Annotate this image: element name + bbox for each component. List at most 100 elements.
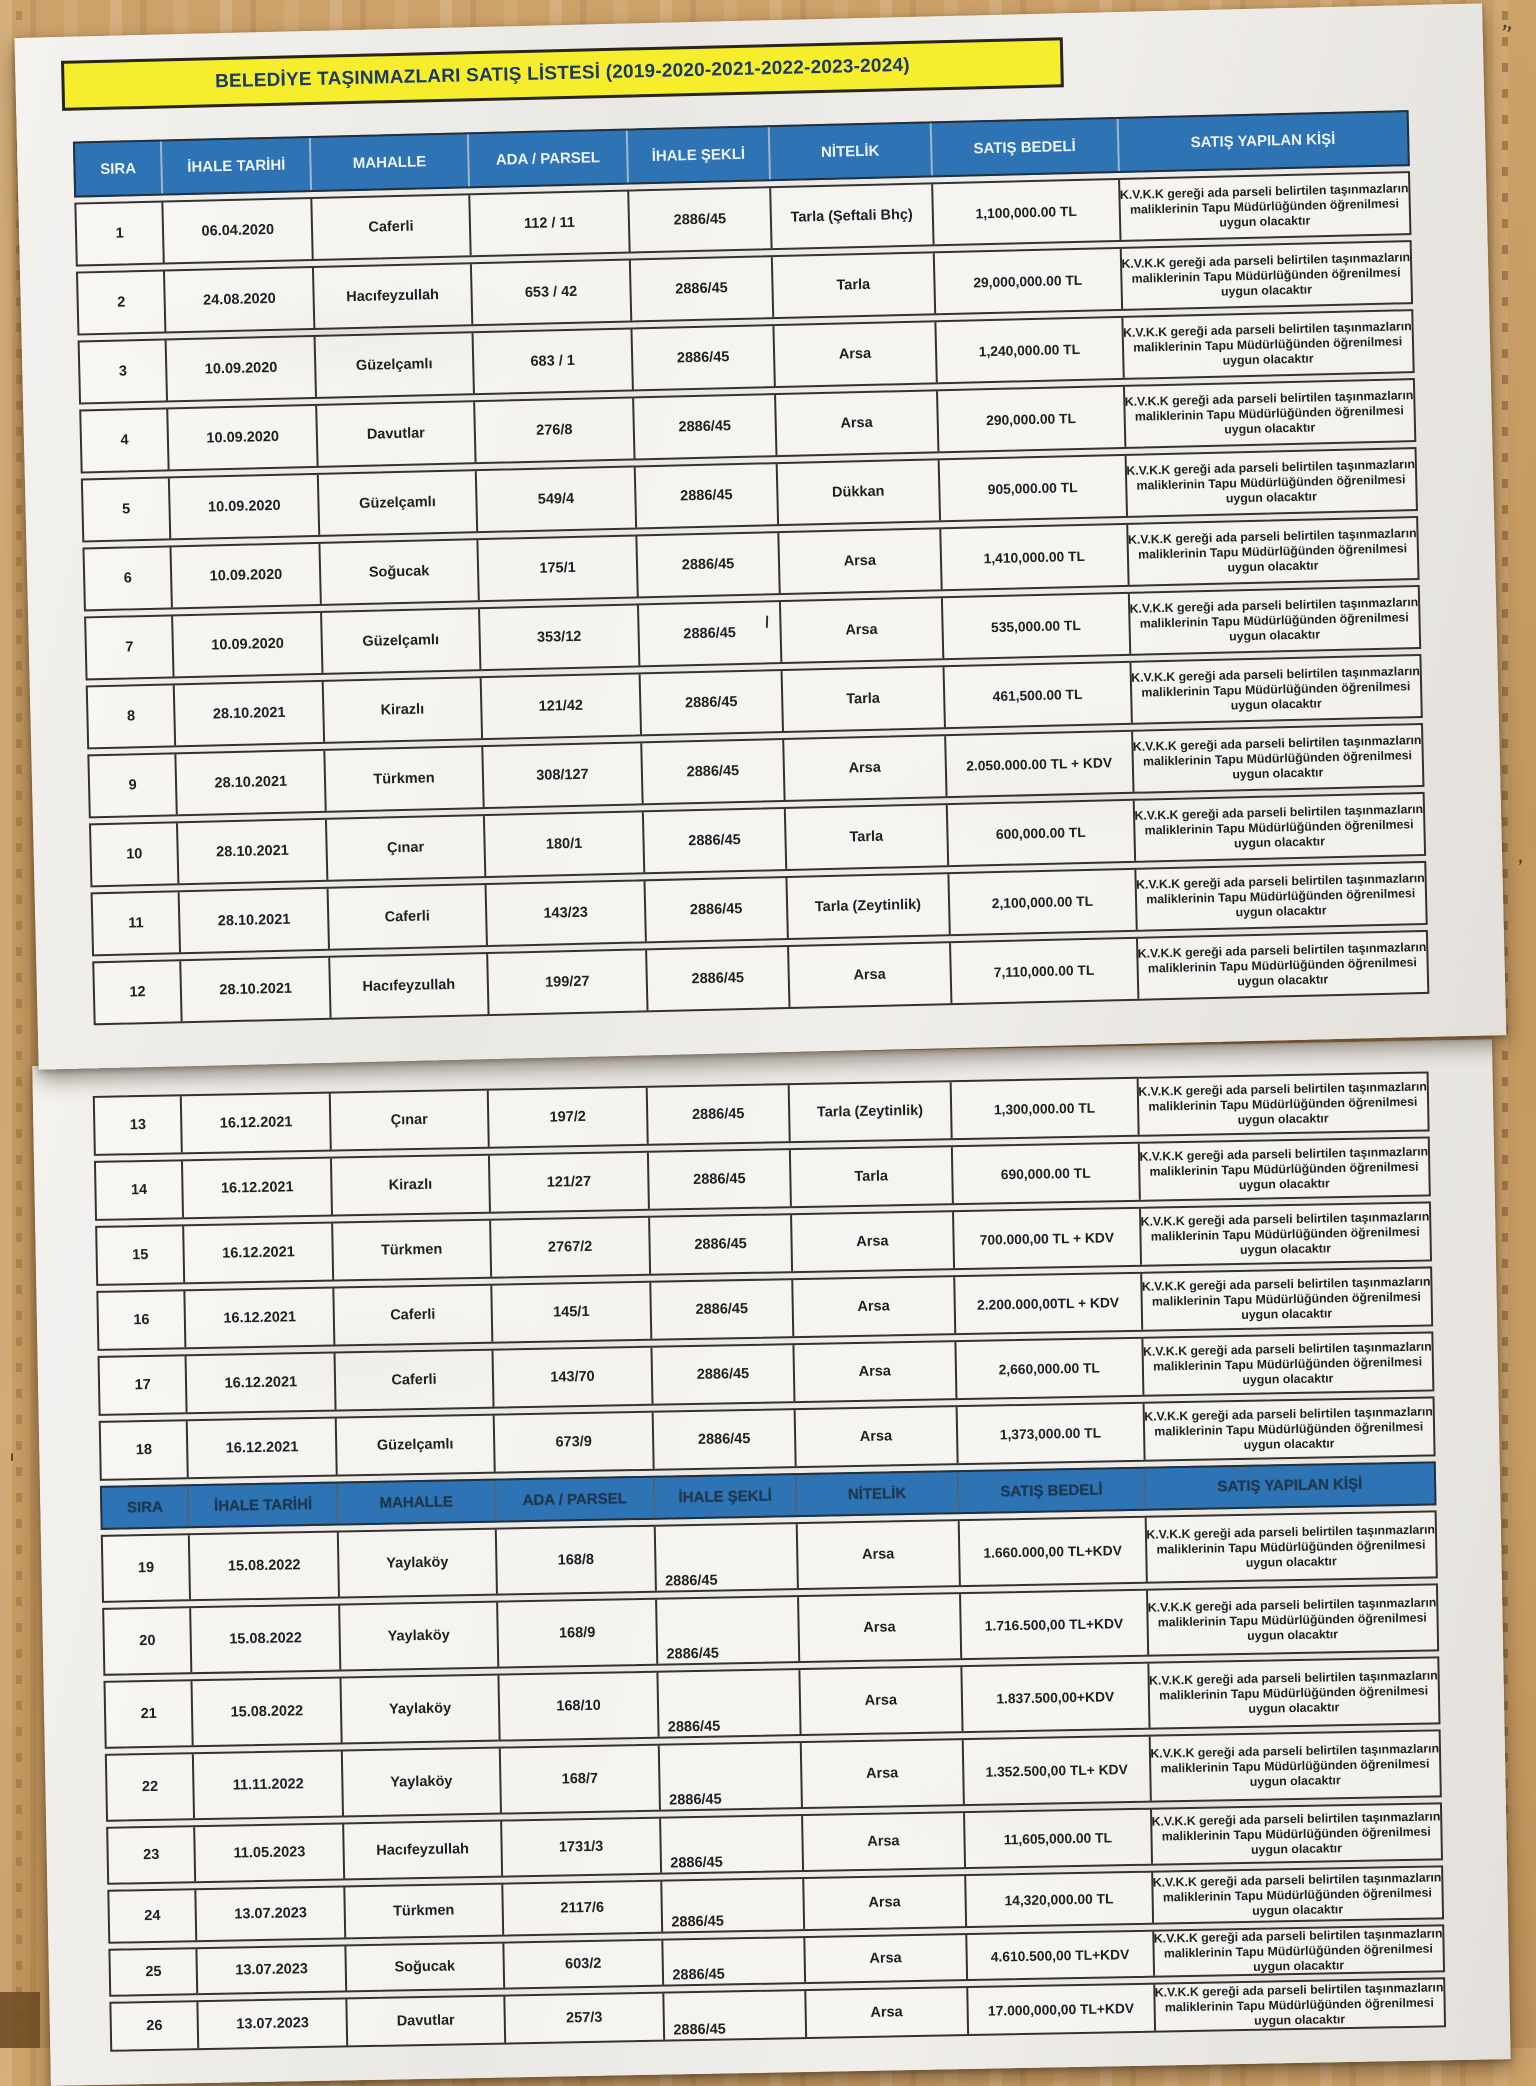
kvkk-note-line: uygun olacaktır (1235, 902, 1327, 919)
cell-satis-bedeli: 905,000.00 TL (937, 455, 1126, 521)
cell-ihale-tarihi: 16.12.2021 (184, 1353, 335, 1413)
cell-mahalle: Hacıfeyzullah (312, 264, 471, 328)
cell-satis-yapilan-kisi: K.V.K.K gereği ada parseli belirtilen ta… (1142, 1398, 1434, 1460)
cell-satis-yapilan-kisi: K.V.K.K gereği ada parseli belirtilen ta… (1130, 725, 1423, 792)
cell-ihale-sekli: 2886/45 (662, 1991, 805, 2040)
cell-ihale-tarihi: 16.12.2021 (183, 1288, 334, 1348)
cell-ihale-tarihi: 11.11.2022 (192, 1751, 343, 1819)
cell-ihale-sekli: 2886/45 (649, 1280, 792, 1339)
cell-satis-yapilan-kisi: K.V.K.K gereği ada parseli belirtilen ta… (1152, 1979, 1444, 2031)
cell-ihale-sekli: 2886/45 (656, 1670, 800, 1737)
cell-nitelik: Tarla (Zeytinlik) (787, 1082, 951, 1142)
cell-nitelik: Arsa (793, 1407, 957, 1467)
cell-nitelik: Arsa (790, 1277, 955, 1337)
cell-satis-bedeli: 2,100,000.00 TL (947, 869, 1136, 935)
cell-mahalle: Güzelçamlı (317, 471, 476, 535)
cell-mahalle: Türkmen (343, 1884, 502, 1938)
table-body-rows-19-26: 19 15.08.2022 Yaylaköy 168/8 2886/45 Arsa 1.66… (100, 1505, 1447, 2052)
cell-nitelik: Arsa (786, 943, 951, 1007)
cell-ihale-sekli: 2886/45 (630, 326, 774, 390)
cell-ihale-tarihi: İHALE TARİHİ (187, 1483, 338, 1527)
cell-ada-parsel: ADA / PARSEL (493, 1477, 654, 1521)
cell-ada-parsel: 276/8 (472, 398, 634, 463)
cell-ihale-sekli: 2886/45 (629, 257, 772, 321)
cell-mahalle: Çınar (329, 1090, 488, 1150)
cell-satis-bedeli: 600,000.00 TL (945, 800, 1134, 866)
cell-satis-bedeli: 1,100,000.00 TL (931, 179, 1120, 245)
kvkk-note-line: uygun olacaktır (1247, 1626, 1339, 1643)
cell-satis-yapilan-kisi: K.V.K.K gereği ada parseli belirtilen ta… (1148, 1731, 1440, 1801)
cell-nitelik: Tarla (783, 805, 948, 870)
cell-satis-bedeli: 2.050.000.00 TL + KDV (944, 731, 1133, 797)
cell-nitelik: Arsa (781, 736, 946, 801)
cell-ada-parsel: 143/23 (484, 881, 646, 946)
kvkk-note-line: uygun olacaktır (1242, 1370, 1334, 1387)
cell-sira: 10 (126, 846, 143, 863)
cell-sira: 5 (121, 501, 131, 518)
cell-ihale-tarihi: 13.07.2023 (196, 1999, 347, 2049)
cell-mahalle: Davutlar (345, 1996, 504, 2046)
kvkk-note-line: uygun olacaktır (1241, 1305, 1333, 1322)
cell-satis-yapilan-kisi: K.V.K.K gereği ada parseli belirtilen ta… (1120, 311, 1413, 378)
kvkk-note-line: uygun olacaktır (1228, 626, 1321, 643)
cell-ada-parsel: 549/4 (474, 467, 636, 532)
cell-ada-parsel: 175/1 (475, 536, 638, 601)
cell-satis-yapilan-kisi: K.V.K.K gereği ada parseli belirtilen ta… (1149, 1804, 1441, 1864)
cell-satis-bedeli: 290,000.00 TL (936, 386, 1124, 452)
cell-ihale-sekli: İHALE ŞEKLİ (626, 127, 769, 183)
cell-sira: 2 (117, 294, 126, 311)
cell-ada-parsel: 168/10 (497, 1672, 659, 1740)
cell-mahalle: Davutlar (315, 402, 475, 466)
kvkk-note-line: uygun olacaktır (1249, 1772, 1341, 1789)
cell-satis-yapilan-kisi: K.V.K.K gereği ada parseli belirtilen ta… (1144, 1512, 1436, 1582)
cell-mahalle: Hacıfeyzullah (342, 1821, 501, 1879)
cell-ihale-sekli: 2886/45 (627, 188, 771, 252)
cell-nitelik: Tarla (Zeytinlik) (785, 874, 949, 939)
cell-satis-bedeli: 29,000,000.00 TL (932, 248, 1121, 314)
cell-nitelik: Arsa (796, 1594, 961, 1662)
cell-sira: 17 (134, 1376, 151, 1394)
table-body-rows-13-18: 13 16.12.2021 Çınar 197/2 2886/45 Tarla (Zeyt… (92, 1066, 1436, 1481)
cell-ihale-tarihi: 28.10.2021 (174, 750, 326, 815)
cell-sira: SIRA (100, 159, 137, 178)
cell-ada-parsel: 2117/6 (500, 1881, 662, 1935)
cell-ihale-tarihi: 28.10.2021 (172, 681, 324, 746)
cell-mahalle: MAHALLE (309, 134, 468, 191)
cell-satis-bedeli: SATIŞ BEDELİ (929, 119, 1118, 176)
cell-nitelik: NİTELİK (767, 123, 932, 180)
kvkk-note-line: uygun olacaktır (1254, 2011, 1346, 2028)
cell-ihale-sekli: 2886/45 (632, 395, 776, 459)
cell-ada-parsel: 121/27 (487, 1152, 649, 1212)
document-page-2: 13 16.12.2021 Çınar 197/2 2886/45 Tarla (Zeyt… (32, 1039, 1511, 2086)
pen-mark: ı (10, 1448, 14, 1464)
cell-sira: 26 (146, 2017, 163, 2035)
cell-satis-bedeli: 1.837.500,00+KDV (960, 1663, 1149, 1732)
cell-nitelik: Tarla (788, 1147, 952, 1207)
cell-sira: 20 (139, 1632, 156, 1650)
kvkk-note-line: uygun olacaktır (1227, 557, 1319, 575)
cell-ada-parsel: 168/8 (494, 1526, 656, 1594)
cell-satis-yapilan-kisi: K.V.K.K gereği ada parseli belirtilen ta… (1139, 1268, 1432, 1330)
cell-nitelik: Arsa (776, 529, 941, 594)
cell-ihale-sekli: 2886/45 (648, 1215, 791, 1274)
cell-ada-parsel: 145/1 (489, 1282, 651, 1342)
cell-ihale-tarihi: 16.12.2021 (180, 1093, 331, 1153)
cell-satis-bedeli: 1.716.500,00 TL+KDV (959, 1590, 1147, 1659)
cell-ihale-sekli: 2886/45 (643, 878, 787, 942)
cell-satis-bedeli: 17.000,000,00 TL+KDV (966, 1984, 1154, 2035)
cell-nitelik: Arsa (801, 1876, 966, 1930)
cell-ihale-tarihi: 11.05.2023 (193, 1824, 344, 1882)
cell-sira: 16 (133, 1311, 150, 1329)
cell-ihale-sekli: 2886/45 (635, 533, 779, 597)
cell-ihale-sekli: 2886/45 (660, 1879, 803, 1932)
cell-sira: 14 (130, 1181, 148, 1199)
cell-satis-yapilan-kisi: K.V.K.K gereği ada parseli belirtilen ta… (1151, 1926, 1443, 1976)
cell-ada-parsel: 199/27 (485, 950, 647, 1015)
cell-ihale-tarihi: 10.09.2020 (169, 543, 321, 608)
cell-ihale-tarihi: 16.12.2021 (181, 1158, 332, 1218)
cell-nitelik: Tarla (Şeftali Bhç) (768, 184, 933, 249)
cell-sira: 1 (115, 225, 124, 242)
kvkk-note-line: uygun olacaktır (1238, 1175, 1330, 1192)
cell-ihale-tarihi: 28.10.2021 (176, 819, 327, 884)
cell-satis-yapilan-kisi: K.V.K.K gereği ada parseli belirtilen ta… (1150, 1867, 1442, 1923)
